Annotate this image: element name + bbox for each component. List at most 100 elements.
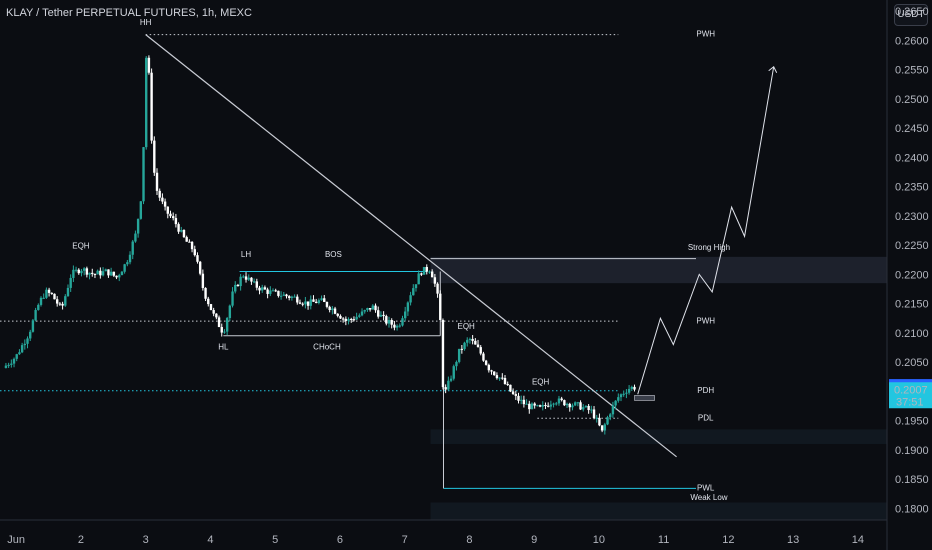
candle-body — [217, 317, 221, 328]
candle-body — [525, 403, 528, 405]
candle-body — [452, 366, 455, 379]
price-tick-label: 0.2400 — [895, 152, 929, 164]
candle-body — [37, 304, 40, 310]
candle-body — [118, 275, 121, 278]
candle-body — [169, 213, 172, 217]
candle-body — [18, 352, 21, 355]
candle-body — [26, 338, 29, 344]
candle-body — [293, 296, 296, 298]
candle-body — [242, 276, 245, 278]
countdown-label: 37:51 — [896, 396, 924, 408]
candle-body — [69, 277, 72, 288]
time-tick-label: 14 — [852, 534, 864, 546]
candle-body — [163, 201, 167, 207]
price-tick-label: 0.2600 — [895, 35, 929, 47]
candle-body — [368, 308, 372, 310]
candle-body — [185, 237, 188, 242]
candle-body — [42, 297, 45, 299]
candle-body — [347, 318, 350, 321]
candle-body — [285, 294, 288, 297]
candle-body — [104, 269, 107, 272]
candle-body — [331, 308, 334, 311]
candle-body — [519, 399, 523, 401]
candle-body — [417, 273, 420, 285]
candle-body — [306, 301, 310, 306]
candle-body — [430, 271, 434, 278]
candle-body — [325, 301, 329, 307]
candle-body — [625, 392, 628, 394]
price-tick-label: 0.1850 — [895, 474, 929, 486]
demand-zone — [430, 429, 887, 444]
candle-body — [314, 301, 318, 304]
current-price-label: 0.2007 — [894, 384, 928, 396]
candle-body — [374, 305, 377, 311]
candle-body — [495, 375, 499, 379]
candle-body — [190, 241, 194, 250]
candle-body — [93, 273, 97, 275]
candle-body — [579, 402, 582, 410]
candle-body — [622, 393, 625, 395]
annotation-label: EQH — [457, 322, 475, 331]
candle-body — [633, 386, 636, 390]
currency-button[interactable]: USDT — [894, 4, 928, 26]
candle-body — [390, 320, 393, 325]
candle-body — [447, 380, 450, 390]
candle-body — [204, 287, 207, 299]
candle-body — [31, 320, 35, 332]
candle-body — [393, 324, 396, 328]
candle-body — [482, 353, 485, 361]
candle-body — [126, 262, 129, 265]
annotation-label: HH — [140, 18, 152, 27]
candle-body — [277, 290, 280, 296]
candle-body — [55, 299, 59, 304]
candle-body — [468, 338, 472, 340]
candle-body — [247, 277, 250, 280]
candle-body — [544, 405, 547, 407]
candle-body — [573, 402, 577, 406]
candle-body — [266, 289, 269, 294]
arrow-head-icon — [768, 66, 778, 74]
candle-body — [96, 270, 99, 275]
candle-body — [514, 394, 517, 396]
candle-body — [45, 289, 48, 298]
candle-body — [466, 339, 469, 343]
candle-body — [563, 400, 566, 406]
time-tick-label: 9 — [531, 534, 537, 546]
annotation-label: PWL — [697, 484, 715, 493]
time-tick-label: 4 — [207, 534, 213, 546]
candle-body — [287, 296, 291, 298]
candle-body — [387, 320, 391, 324]
candle-body — [88, 272, 91, 275]
candle-body — [552, 403, 555, 405]
candle-body — [582, 407, 585, 410]
candle-body — [58, 303, 62, 305]
candle-body — [449, 378, 453, 381]
candle-body — [565, 403, 569, 406]
candle-body — [188, 241, 191, 243]
candle-body — [134, 233, 137, 242]
candle-body — [215, 313, 218, 318]
candle-body — [123, 264, 126, 272]
candle-body — [511, 391, 515, 395]
candle-body — [196, 255, 199, 262]
candle-body — [333, 308, 337, 314]
candle-body — [528, 403, 531, 410]
candle-body — [91, 272, 94, 274]
annotation-label: BOS — [325, 250, 342, 259]
candle-body — [409, 295, 412, 303]
candle-body — [323, 298, 326, 302]
candle-body — [590, 409, 593, 411]
candle-body — [463, 342, 466, 350]
price-tick-label: 0.2300 — [895, 211, 929, 223]
candle-body — [20, 345, 24, 353]
lines-layer — [0, 34, 697, 489]
candle-body — [568, 403, 571, 408]
candle-body — [66, 287, 70, 297]
annotation-label: LH — [241, 250, 251, 259]
current-price-tag — [889, 382, 932, 409]
candle-body — [433, 277, 437, 284]
candle-body — [560, 398, 563, 401]
candle-body — [538, 405, 542, 407]
candle-body — [64, 296, 67, 306]
